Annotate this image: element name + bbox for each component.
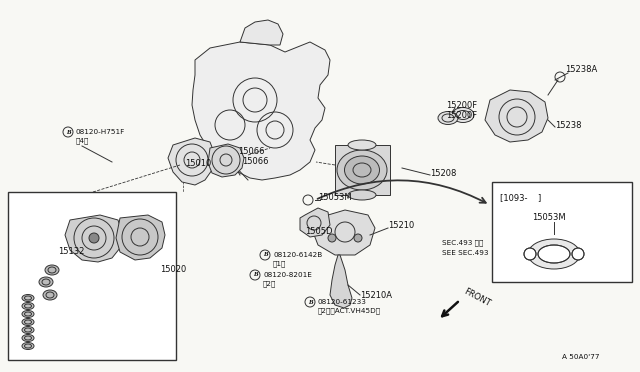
Ellipse shape bbox=[22, 334, 34, 341]
Polygon shape bbox=[65, 215, 122, 262]
Text: 15238A: 15238A bbox=[565, 65, 597, 74]
Text: SEE SEC.493: SEE SEC.493 bbox=[442, 250, 488, 256]
Text: 15020: 15020 bbox=[160, 266, 186, 275]
Text: 08120-H751F: 08120-H751F bbox=[76, 129, 125, 135]
Ellipse shape bbox=[22, 327, 34, 334]
Text: 15010: 15010 bbox=[185, 158, 211, 167]
Ellipse shape bbox=[344, 156, 380, 184]
Ellipse shape bbox=[22, 302, 34, 310]
Text: 08120-8201E: 08120-8201E bbox=[263, 272, 312, 278]
Ellipse shape bbox=[452, 108, 474, 122]
Text: 15053M: 15053M bbox=[318, 193, 351, 202]
Ellipse shape bbox=[22, 318, 34, 326]
Ellipse shape bbox=[22, 343, 34, 350]
Polygon shape bbox=[116, 215, 165, 260]
Ellipse shape bbox=[22, 311, 34, 317]
Ellipse shape bbox=[528, 239, 580, 269]
Text: 15132: 15132 bbox=[58, 247, 84, 257]
Text: 15210: 15210 bbox=[388, 221, 414, 230]
Polygon shape bbox=[208, 144, 244, 177]
Ellipse shape bbox=[348, 190, 376, 200]
Text: （2）（ACT.VH45D）: （2）（ACT.VH45D） bbox=[318, 308, 381, 314]
Text: B: B bbox=[66, 129, 70, 135]
Text: 15066: 15066 bbox=[242, 157, 269, 167]
Ellipse shape bbox=[39, 277, 53, 287]
Polygon shape bbox=[300, 208, 330, 237]
Text: 1505D: 1505D bbox=[305, 228, 333, 237]
Text: [1093-    ]: [1093- ] bbox=[500, 193, 541, 202]
Text: （4）: （4） bbox=[76, 138, 90, 144]
Polygon shape bbox=[313, 210, 375, 255]
Text: 08120-61233: 08120-61233 bbox=[318, 299, 367, 305]
Ellipse shape bbox=[337, 150, 387, 190]
Text: 15208: 15208 bbox=[430, 169, 456, 177]
Polygon shape bbox=[168, 138, 215, 185]
Ellipse shape bbox=[538, 245, 570, 263]
Polygon shape bbox=[330, 255, 352, 308]
Polygon shape bbox=[335, 145, 390, 195]
FancyArrowPatch shape bbox=[317, 180, 486, 203]
Circle shape bbox=[572, 248, 584, 260]
Polygon shape bbox=[192, 42, 330, 180]
Text: B: B bbox=[253, 273, 257, 278]
Bar bbox=[492, 182, 632, 282]
Text: A 50A0'77: A 50A0'77 bbox=[563, 354, 600, 360]
Circle shape bbox=[524, 248, 536, 260]
Text: 15066: 15066 bbox=[238, 148, 264, 157]
Text: 08120-6142B: 08120-6142B bbox=[273, 252, 323, 258]
Text: FRONT: FRONT bbox=[462, 287, 492, 309]
Text: SEC.493 参照: SEC.493 参照 bbox=[442, 240, 483, 246]
Polygon shape bbox=[485, 90, 548, 142]
Ellipse shape bbox=[348, 140, 376, 150]
Text: （1）: （1） bbox=[273, 261, 286, 267]
Bar bbox=[8, 192, 176, 360]
Text: B: B bbox=[262, 253, 268, 257]
Circle shape bbox=[328, 234, 336, 242]
Circle shape bbox=[354, 234, 362, 242]
Text: 15210A: 15210A bbox=[360, 291, 392, 299]
Ellipse shape bbox=[43, 290, 57, 300]
Ellipse shape bbox=[438, 112, 458, 125]
Text: 15200F: 15200F bbox=[446, 102, 477, 110]
Ellipse shape bbox=[45, 265, 59, 275]
Polygon shape bbox=[240, 20, 283, 45]
Circle shape bbox=[89, 233, 99, 243]
Text: 15053M: 15053M bbox=[532, 212, 566, 221]
Ellipse shape bbox=[22, 295, 34, 301]
Text: 15200F: 15200F bbox=[446, 112, 477, 121]
Text: （2）: （2） bbox=[263, 281, 276, 287]
Text: 15238: 15238 bbox=[555, 121, 582, 129]
Text: B: B bbox=[308, 299, 312, 305]
